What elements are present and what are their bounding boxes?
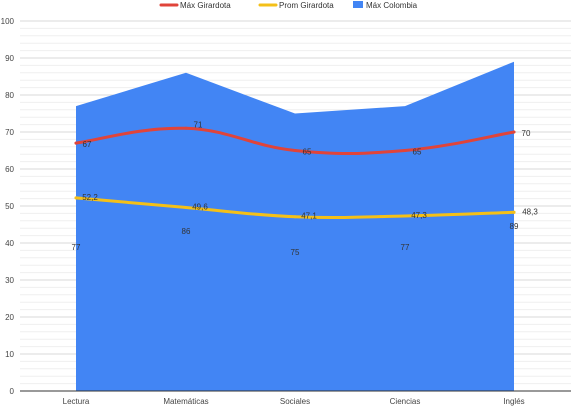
legend-item: Máx Girardota (159, 1, 231, 10)
x-tick-label: Inglés (503, 397, 524, 406)
data-label-max-colombia: 77 (72, 243, 81, 252)
legend-label: Máx Colombia (366, 1, 418, 10)
line-point (403, 214, 407, 218)
data-labels: 67 71 65 65 70 52,2 49,6 47,1 47,3 48,3 77 86 75 77 89 (72, 120, 539, 257)
line-point (403, 149, 407, 152)
data-label-max-colombia: 75 (291, 248, 300, 257)
axes: 0 10 20 30 40 50 60 70 80 90 100 Lectura Matemáticas… (1, 17, 571, 406)
line-point (512, 210, 516, 214)
data-label-max-colombia: 89 (510, 222, 519, 231)
y-tick-label: 60 (5, 165, 14, 174)
line-point (293, 215, 297, 219)
line-point (512, 130, 516, 134)
x-tick-label: Matemáticas (163, 397, 208, 406)
legend-label: Máx Girardota (180, 1, 231, 10)
data-label-max-colombia: 77 (401, 243, 410, 252)
data-label-max-girardota: 70 (522, 129, 531, 138)
legend-swatch (353, 1, 363, 8)
data-label-prom-girardota: 47,3 (411, 211, 427, 220)
data-label-prom-girardota: 48,3 (522, 207, 538, 216)
y-tick-label: 10 (5, 350, 14, 359)
data-label-prom-girardota: 47,1 (301, 212, 317, 221)
data-label-max-girardota: 65 (303, 148, 312, 157)
data-label-max-girardota: 71 (194, 120, 203, 129)
legend-item: Prom Girardota (258, 1, 334, 10)
line-point (74, 196, 78, 200)
line-point (184, 126, 188, 130)
area-series-layer (76, 61, 514, 391)
legend-item: Máx Colombia (353, 1, 418, 10)
y-tick-label: 80 (5, 91, 14, 100)
legend-label: Prom Girardota (279, 1, 334, 10)
area-series-max-colombia (76, 61, 514, 391)
line-point (293, 149, 297, 152)
x-tick-label: Lectura (63, 397, 90, 406)
data-label-max-colombia: 86 (182, 227, 191, 236)
legend: Máx Girardota Prom Girardota Máx Colombia (159, 1, 418, 10)
line-point (74, 141, 78, 145)
data-label-max-girardota: 65 (413, 148, 422, 157)
y-tick-label: 90 (5, 54, 14, 63)
x-tick-label: Ciencias (390, 397, 421, 406)
x-tick-label: Sociales (280, 397, 310, 406)
y-tick-label: 50 (5, 202, 14, 211)
y-tick-label: 20 (5, 313, 14, 322)
y-tick-label: 40 (5, 239, 14, 248)
y-tick-label: 30 (5, 276, 14, 285)
data-label-max-girardota: 67 (83, 140, 92, 149)
data-label-prom-girardota: 52,2 (82, 193, 98, 202)
y-tick-label: 0 (10, 387, 15, 396)
line-point (184, 205, 188, 209)
line-series-layer (74, 126, 516, 219)
y-tick-label: 70 (5, 128, 14, 137)
data-label-prom-girardota: 49,6 (192, 202, 208, 211)
y-tick-label: 100 (1, 17, 15, 26)
